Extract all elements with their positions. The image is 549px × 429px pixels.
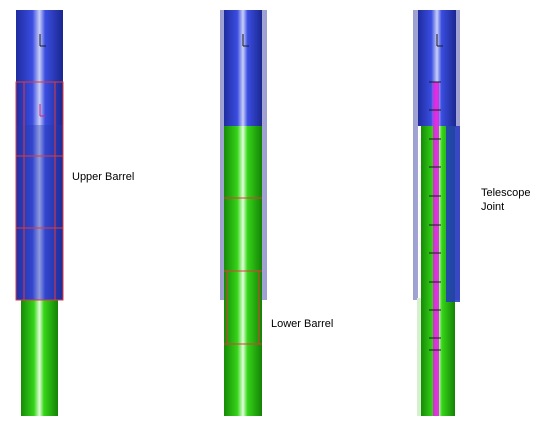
telescope-joint-assembly: [413, 10, 460, 416]
upper-pipe-blue: [224, 10, 262, 127]
axis-marker-icon: [242, 34, 249, 47]
axis-marker-icon: [39, 34, 46, 47]
lower-barrel-outline: [224, 197, 262, 345]
lower-barrel-assembly: [220, 10, 267, 416]
joint-tick-marks: [429, 81, 441, 351]
upper-barrel-assembly: [15, 10, 64, 416]
upper-barrel-label: Upper Barrel: [72, 171, 135, 183]
telescope-joint-label-line2: Joint: [481, 201, 505, 213]
telescope-overlap-blue: [446, 126, 460, 302]
magenta-rod: [433, 82, 439, 416]
inner-sleeve-pale: [417, 298, 421, 416]
lower-barrel-label: Lower Barrel: [271, 318, 334, 330]
barrel-sleeve-overlay: [16, 125, 63, 300]
telescope-joint-label-line1: Telescope: [481, 187, 531, 199]
axis-marker-icon: [39, 104, 46, 117]
upper-barrel-outline: [15, 81, 64, 301]
axis-marker-icon: [436, 34, 443, 47]
telescope-core-white: [418, 126, 421, 298]
lower-pipe-green: [21, 298, 58, 416]
